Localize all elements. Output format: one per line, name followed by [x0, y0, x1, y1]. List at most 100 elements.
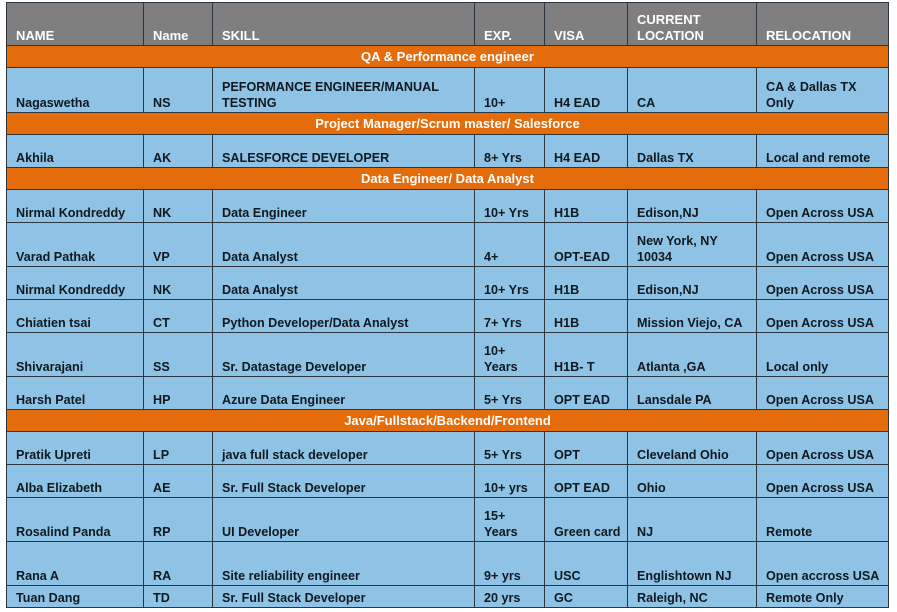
- cell-relocation[interactable]: Open Across USA: [756, 299, 889, 333]
- cell-visa[interactable]: H1B: [544, 266, 628, 300]
- cell-visa[interactable]: OPT: [544, 431, 628, 465]
- cell-skill[interactable]: UI Developer: [212, 497, 475, 542]
- cell-visa[interactable]: H4 EAD: [544, 134, 628, 168]
- cell-relocation[interactable]: Open Across USA: [756, 222, 889, 267]
- cell-current-location[interactable]: New York, NY 10034: [627, 222, 757, 267]
- cell-visa[interactable]: H4 EAD: [544, 67, 628, 113]
- cell-experience[interactable]: 10+ yrs: [474, 464, 545, 498]
- cell-visa[interactable]: OPT-EAD: [544, 222, 628, 267]
- cell-skill[interactable]: Sr. Full Stack Developer: [212, 585, 475, 608]
- cell-experience[interactable]: 5+ Yrs: [474, 376, 545, 410]
- cell-visa[interactable]: H1B: [544, 189, 628, 223]
- cell-visa[interactable]: H1B: [544, 299, 628, 333]
- cell-name[interactable]: Nirmal Kondreddy: [6, 266, 144, 300]
- section-title[interactable]: QA & Performance engineer: [6, 45, 889, 68]
- cell-experience[interactable]: 5+ Yrs: [474, 431, 545, 465]
- column-header-initials[interactable]: Name: [143, 2, 213, 46]
- cell-experience[interactable]: 7+ Yrs: [474, 299, 545, 333]
- cell-current-location[interactable]: Dallas TX: [627, 134, 757, 168]
- cell-initials[interactable]: NK: [143, 266, 213, 300]
- cell-experience[interactable]: 4+: [474, 222, 545, 267]
- cell-initials[interactable]: TD: [143, 585, 213, 608]
- cell-name[interactable]: Rana A: [6, 541, 144, 586]
- cell-experience[interactable]: 10+ Yrs: [474, 266, 545, 300]
- cell-current-location[interactable]: Raleigh, NC: [627, 585, 757, 608]
- cell-current-location[interactable]: Atlanta ,GA: [627, 332, 757, 377]
- cell-name[interactable]: Varad Pathak: [6, 222, 144, 267]
- cell-experience[interactable]: 20 yrs: [474, 585, 545, 608]
- cell-skill[interactable]: Azure Data Engineer: [212, 376, 475, 410]
- cell-relocation[interactable]: CA & Dallas TX Only: [756, 67, 889, 113]
- cell-visa[interactable]: H1B- T: [544, 332, 628, 377]
- cell-initials[interactable]: AK: [143, 134, 213, 168]
- cell-experience[interactable]: 10+: [474, 67, 545, 113]
- cell-skill[interactable]: Data Analyst: [212, 266, 475, 300]
- cell-relocation[interactable]: Local and remote: [756, 134, 889, 168]
- column-header-skill[interactable]: SKILL: [212, 2, 475, 46]
- cell-visa[interactable]: OPT EAD: [544, 464, 628, 498]
- cell-initials[interactable]: AE: [143, 464, 213, 498]
- cell-initials[interactable]: RP: [143, 497, 213, 542]
- cell-experience[interactable]: 15+ Years: [474, 497, 545, 542]
- cell-current-location[interactable]: Edison,NJ: [627, 266, 757, 300]
- cell-relocation[interactable]: Local only: [756, 332, 889, 377]
- cell-skill[interactable]: Data Analyst: [212, 222, 475, 267]
- cell-skill[interactable]: Data Engineer: [212, 189, 475, 223]
- cell-experience[interactable]: 8+ Yrs: [474, 134, 545, 168]
- section-title[interactable]: Data Engineer/ Data Analyst: [6, 167, 889, 190]
- cell-name[interactable]: Harsh Patel: [6, 376, 144, 410]
- cell-name[interactable]: Rosalind Panda: [6, 497, 144, 542]
- cell-skill[interactable]: Sr. Datastage Developer: [212, 332, 475, 377]
- cell-initials[interactable]: VP: [143, 222, 213, 267]
- cell-current-location[interactable]: Englishtown NJ: [627, 541, 757, 586]
- cell-current-location[interactable]: Mission Viejo, CA: [627, 299, 757, 333]
- cell-initials[interactable]: CT: [143, 299, 213, 333]
- cell-name[interactable]: Nagaswetha: [6, 67, 144, 113]
- cell-name[interactable]: Akhila: [6, 134, 144, 168]
- cell-skill[interactable]: Site reliability engineer: [212, 541, 475, 586]
- cell-visa[interactable]: OPT EAD: [544, 376, 628, 410]
- cell-visa[interactable]: Green card: [544, 497, 628, 542]
- cell-initials[interactable]: RA: [143, 541, 213, 586]
- cell-relocation[interactable]: Open accross USA: [756, 541, 889, 586]
- cell-experience[interactable]: 9+ yrs: [474, 541, 545, 586]
- cell-relocation[interactable]: Remote: [756, 497, 889, 542]
- cell-name[interactable]: Nirmal Kondreddy: [6, 189, 144, 223]
- cell-name[interactable]: Shivarajani: [6, 332, 144, 377]
- cell-skill[interactable]: SALESFORCE DEVELOPER: [212, 134, 475, 168]
- cell-current-location[interactable]: Lansdale PA: [627, 376, 757, 410]
- cell-relocation[interactable]: Open Across USA: [756, 464, 889, 498]
- cell-relocation[interactable]: Remote Only: [756, 585, 889, 608]
- cell-relocation[interactable]: Open Across USA: [756, 376, 889, 410]
- cell-relocation[interactable]: Open Across USA: [756, 431, 889, 465]
- cell-initials[interactable]: NK: [143, 189, 213, 223]
- cell-current-location[interactable]: CA: [627, 67, 757, 113]
- cell-initials[interactable]: LP: [143, 431, 213, 465]
- cell-name[interactable]: Alba Elizabeth: [6, 464, 144, 498]
- cell-current-location[interactable]: NJ: [627, 497, 757, 542]
- cell-name[interactable]: Chiatien tsai: [6, 299, 144, 333]
- cell-visa[interactable]: GC: [544, 585, 628, 608]
- cell-experience[interactable]: 10+ Years: [474, 332, 545, 377]
- section-title[interactable]: Project Manager/Scrum master/ Salesforce: [6, 112, 889, 135]
- cell-experience[interactable]: 10+ Yrs: [474, 189, 545, 223]
- section-title[interactable]: Java/Fullstack/Backend/Frontend: [6, 409, 889, 432]
- cell-relocation[interactable]: Open Across USA: [756, 266, 889, 300]
- cell-skill[interactable]: java full stack developer: [212, 431, 475, 465]
- cell-initials[interactable]: HP: [143, 376, 213, 410]
- cell-initials[interactable]: NS: [143, 67, 213, 113]
- column-header-visa[interactable]: VISA: [544, 2, 628, 46]
- cell-initials[interactable]: SS: [143, 332, 213, 377]
- column-header-name[interactable]: NAME: [6, 2, 144, 46]
- cell-name[interactable]: Tuan Dang: [6, 585, 144, 608]
- cell-relocation[interactable]: Open Across USA: [756, 189, 889, 223]
- cell-skill[interactable]: PEFORMANCE ENGINEER/MANUAL TESTING: [212, 67, 475, 113]
- cell-name[interactable]: Pratik Upreti: [6, 431, 144, 465]
- cell-current-location[interactable]: Ohio: [627, 464, 757, 498]
- cell-current-location[interactable]: Cleveland Ohio: [627, 431, 757, 465]
- column-header-current-location[interactable]: CURRENT LOCATION: [627, 2, 757, 46]
- cell-skill[interactable]: Python Developer/Data Analyst: [212, 299, 475, 333]
- cell-skill[interactable]: Sr. Full Stack Developer: [212, 464, 475, 498]
- cell-current-location[interactable]: Edison,NJ: [627, 189, 757, 223]
- column-header-experience[interactable]: EXP.: [474, 2, 545, 46]
